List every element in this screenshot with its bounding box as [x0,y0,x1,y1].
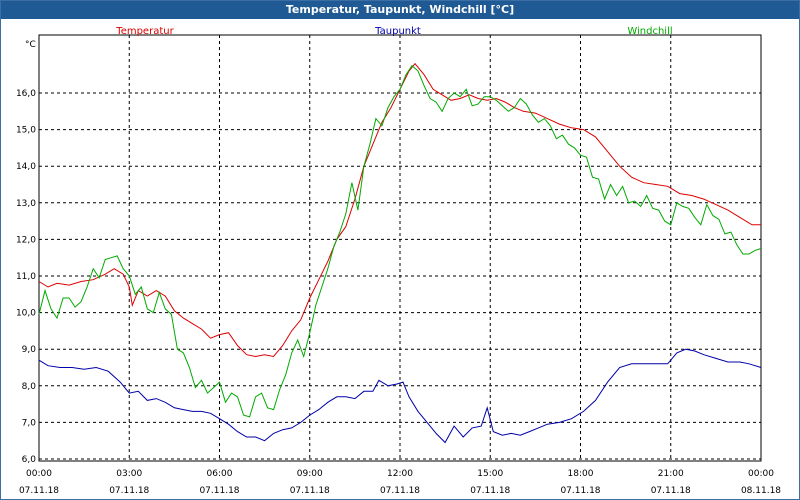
y-tick-label: 7,0 [22,418,37,428]
x-tick-date: 07.11.18 [109,486,149,496]
y-axis-ticks: 6,0 7,0 8,0 9,0 10,0 11,0 12,0 13,0 14,0 15,0 16,0 [16,89,36,465]
y-axis-label: °C [25,40,36,50]
series-line-windchill [38,64,762,418]
y-tick-label: 11,0 [16,272,36,282]
x-tick-date: 07.11.18 [651,486,691,496]
y-tick-label: 6,0 [22,455,37,465]
y-tick-label: 16,0 [16,89,36,99]
x-tick-date: 07.11.18 [199,486,239,496]
y-tick-label: 15,0 [16,126,36,136]
x-tick-time: 12:00 [387,469,413,479]
x-tick-date: 07.11.18 [290,486,330,496]
y-tick-label: 9,0 [22,345,37,355]
grid-lines [39,35,761,461]
x-tick-date: 07.11.18 [19,486,59,496]
x-tick-time: 21:00 [658,469,684,479]
legend-taupunkt: Taupunkt [374,26,421,37]
x-tick-date: 07.11.18 [560,486,600,496]
y-tick-label: 14,0 [16,162,36,172]
x-tick-date: 07.11.18 [380,486,420,496]
x-tick-time: 00:00 [26,469,52,479]
y-tick-label: 8,0 [22,382,37,392]
x-tick-time: 18:00 [568,469,594,479]
y-tick-label: 13,0 [16,199,36,209]
x-tick-time: 09:00 [297,469,323,479]
x-tick-time: 06:00 [207,469,233,479]
series-line-temperatur [38,62,761,358]
x-tick-time: 00:00 [748,469,774,479]
series-lines [38,62,762,444]
x-axis-ticks: 00:00 07.11.18 03:00 07.11.18 06:00 07.11.18 0… [19,469,781,496]
legend-windchill: Windchill [627,26,672,37]
x-tick-time: 15:00 [477,469,503,479]
window-title: Temperatur, Taupunkt, Windchill [°C] [1,1,799,19]
y-tick-label: 10,0 [16,309,36,319]
x-tick-date: 08.11.18 [741,486,781,496]
x-tick-time: 03:00 [116,469,142,479]
legend-temperatur: Temperatur [115,26,174,37]
series-line-taupunkt [38,348,762,444]
y-tick-label: 12,0 [16,235,36,245]
x-tick-date: 07.11.18 [470,486,510,496]
